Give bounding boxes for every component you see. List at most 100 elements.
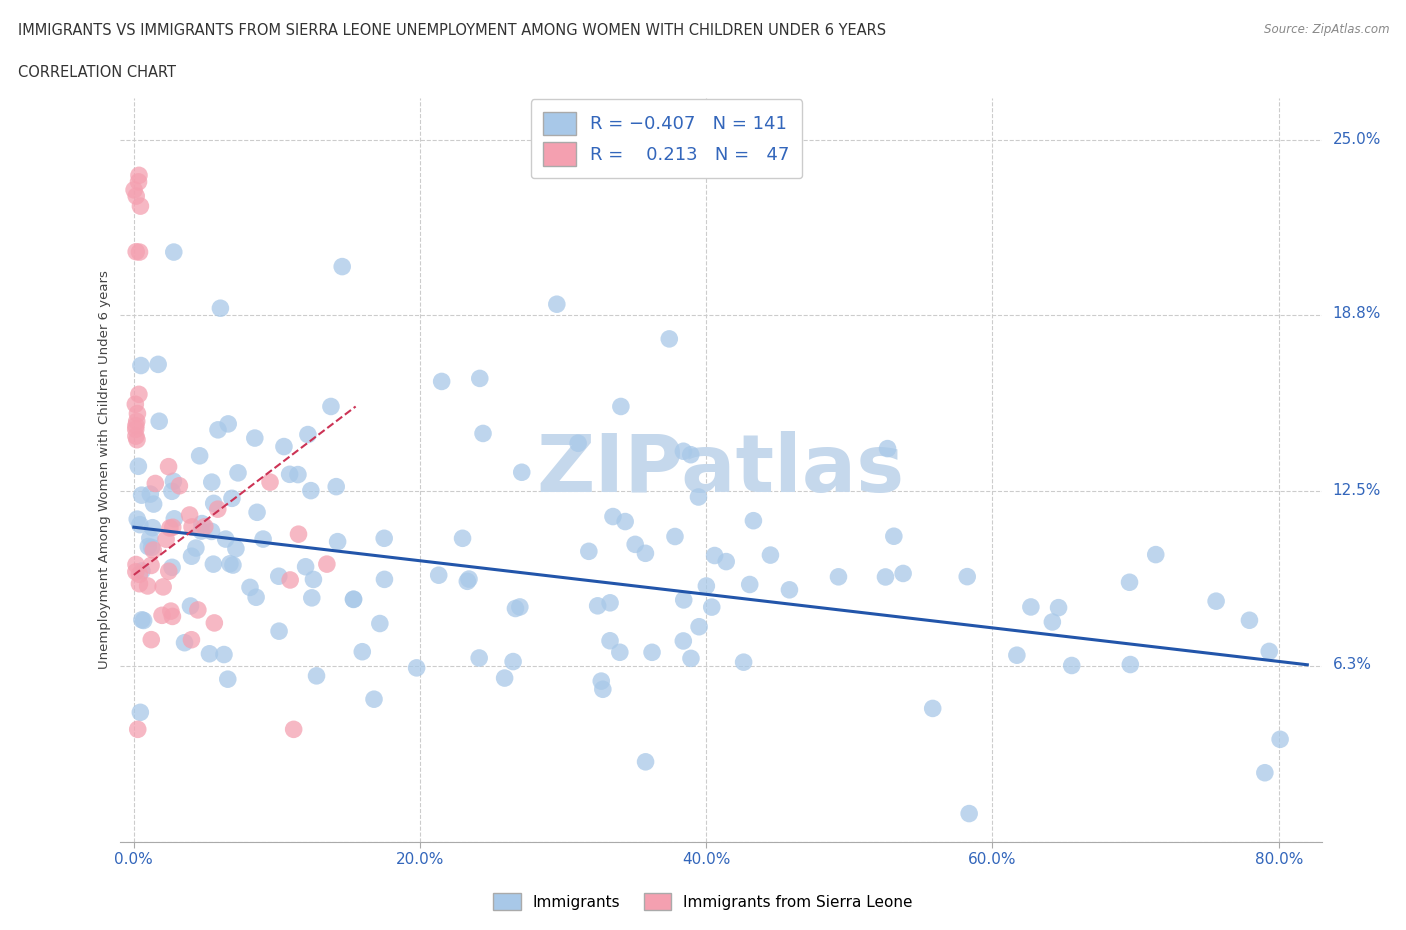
Point xyxy=(294,559,316,574)
Point xyxy=(188,448,211,463)
Point xyxy=(125,189,148,204)
Point xyxy=(162,520,184,535)
Point xyxy=(578,544,600,559)
Point xyxy=(127,722,149,737)
Point xyxy=(125,422,148,437)
Point xyxy=(430,374,453,389)
Point xyxy=(876,441,898,456)
Point xyxy=(373,572,395,587)
Point xyxy=(278,467,301,482)
Point xyxy=(129,199,152,214)
Point xyxy=(1118,575,1140,590)
Point xyxy=(128,387,150,402)
Point xyxy=(148,414,170,429)
Point xyxy=(125,414,148,429)
Text: 6.3%: 6.3% xyxy=(1333,658,1372,672)
Point xyxy=(714,554,737,569)
Point xyxy=(190,524,212,538)
Text: ZIPatlas: ZIPatlas xyxy=(537,431,904,509)
Point xyxy=(624,537,647,551)
Point xyxy=(198,646,221,661)
Point xyxy=(125,557,148,572)
Point xyxy=(427,568,450,583)
Point xyxy=(146,357,169,372)
Point xyxy=(326,534,349,549)
Point xyxy=(586,598,609,613)
Point xyxy=(150,608,173,623)
Point xyxy=(209,300,232,315)
Point xyxy=(957,806,980,821)
Point xyxy=(472,426,495,441)
Point xyxy=(173,635,195,650)
Point xyxy=(695,578,717,593)
Point xyxy=(142,497,165,512)
Point xyxy=(212,647,235,662)
Point xyxy=(609,644,631,659)
Point xyxy=(128,168,150,183)
Point xyxy=(1205,593,1227,608)
Point xyxy=(1268,732,1291,747)
Point xyxy=(1047,600,1070,615)
Point xyxy=(181,520,204,535)
Point xyxy=(738,577,761,591)
Point xyxy=(1258,644,1281,658)
Point xyxy=(502,654,524,669)
Point xyxy=(330,259,353,274)
Point xyxy=(679,447,702,462)
Point xyxy=(875,569,897,584)
Point xyxy=(207,422,229,437)
Point xyxy=(184,540,207,555)
Point xyxy=(141,520,163,535)
Point xyxy=(219,556,242,571)
Text: CORRELATION CHART: CORRELATION CHART xyxy=(18,65,176,80)
Point xyxy=(733,655,755,670)
Point xyxy=(634,546,657,561)
Point xyxy=(259,474,281,489)
Point xyxy=(301,591,323,605)
Point xyxy=(641,644,664,659)
Point xyxy=(157,564,180,578)
Point xyxy=(139,486,162,501)
Text: 25.0%: 25.0% xyxy=(1333,132,1381,147)
Point xyxy=(634,754,657,769)
Point xyxy=(152,579,174,594)
Point xyxy=(217,417,239,432)
Point xyxy=(131,487,153,502)
Text: IMMIGRANTS VS IMMIGRANTS FROM SIERRA LEONE UNEMPLOYMENT AMONG WOMEN WITH CHILDRE: IMMIGRANTS VS IMMIGRANTS FROM SIERRA LEO… xyxy=(18,23,886,38)
Point xyxy=(194,519,217,534)
Point xyxy=(672,592,695,607)
Point xyxy=(302,572,325,587)
Point xyxy=(239,580,262,595)
Text: 12.5%: 12.5% xyxy=(1333,484,1381,498)
Point xyxy=(468,651,491,666)
Point xyxy=(141,632,163,647)
Point xyxy=(127,512,149,526)
Point xyxy=(127,406,149,421)
Point xyxy=(124,397,146,412)
Point xyxy=(614,514,637,529)
Point xyxy=(658,331,681,346)
Point xyxy=(567,436,589,451)
Point xyxy=(136,539,159,554)
Point xyxy=(142,542,165,557)
Point xyxy=(827,569,849,584)
Point xyxy=(225,541,247,556)
Text: 18.8%: 18.8% xyxy=(1333,306,1381,322)
Legend: Immigrants, Immigrants from Sierra Leone: Immigrants, Immigrants from Sierra Leone xyxy=(485,885,921,918)
Point xyxy=(129,705,152,720)
Point xyxy=(664,529,686,544)
Point xyxy=(162,609,184,624)
Point xyxy=(202,616,225,631)
Point xyxy=(602,509,624,524)
Point xyxy=(510,465,533,480)
Point xyxy=(201,474,224,489)
Point xyxy=(162,473,184,488)
Point xyxy=(128,245,150,259)
Point xyxy=(157,459,180,474)
Point xyxy=(352,644,374,659)
Legend: R = −0.407   N = 141, R =    0.213   N =   47: R = −0.407 N = 141, R = 0.213 N = 47 xyxy=(530,100,803,179)
Point xyxy=(703,548,725,563)
Point xyxy=(217,671,239,686)
Point xyxy=(305,669,328,684)
Point xyxy=(679,651,702,666)
